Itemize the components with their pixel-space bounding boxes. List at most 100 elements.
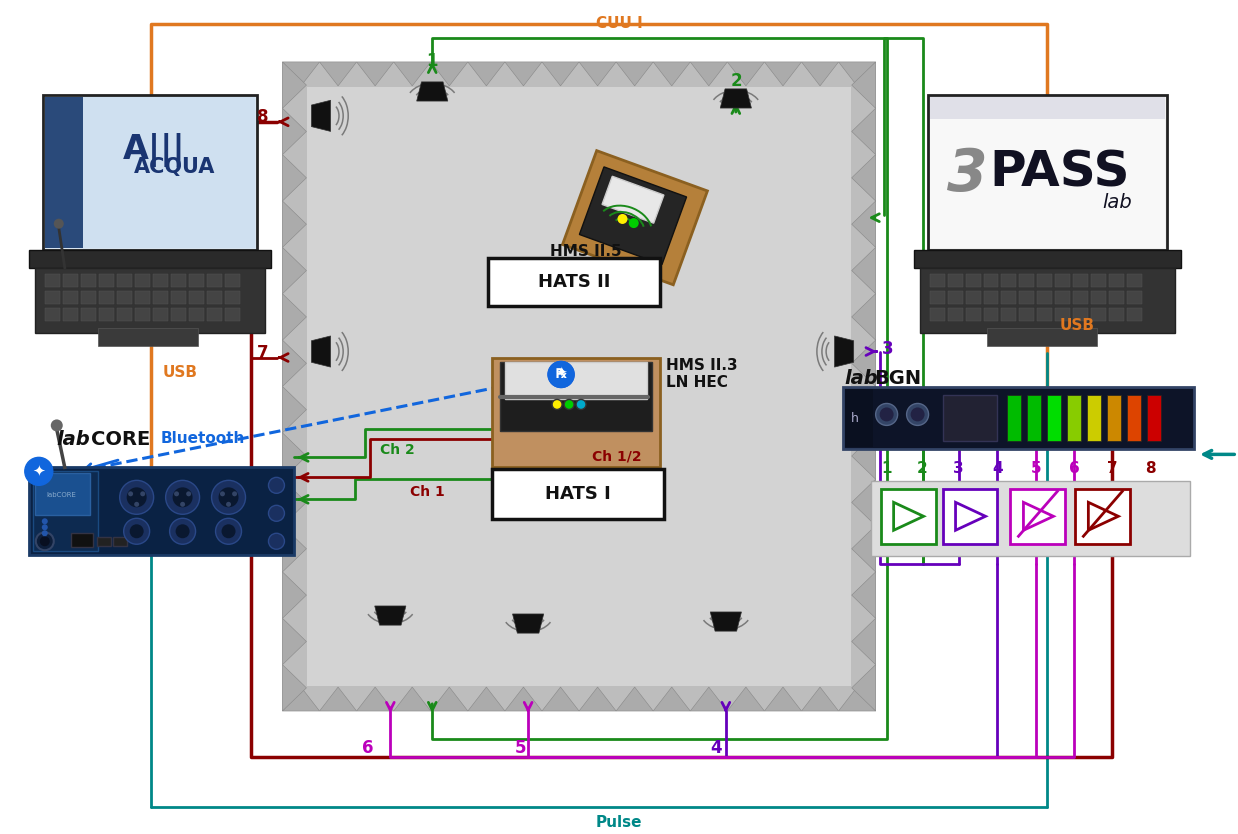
Circle shape bbox=[170, 518, 196, 545]
Bar bbox=[1109, 290, 1124, 304]
Bar bbox=[1047, 395, 1061, 441]
Polygon shape bbox=[375, 606, 406, 626]
Bar bbox=[1092, 290, 1107, 304]
Polygon shape bbox=[282, 572, 307, 618]
Polygon shape bbox=[562, 151, 707, 284]
Polygon shape bbox=[852, 525, 875, 572]
Bar bbox=[1056, 308, 1071, 320]
Bar bbox=[930, 290, 945, 304]
Polygon shape bbox=[764, 62, 801, 86]
Bar bbox=[1019, 274, 1035, 287]
Bar bbox=[116, 308, 131, 320]
Polygon shape bbox=[468, 62, 505, 86]
Bar bbox=[983, 274, 999, 287]
Polygon shape bbox=[505, 687, 542, 711]
Bar bbox=[988, 328, 1097, 345]
Text: 8: 8 bbox=[1145, 461, 1155, 476]
Circle shape bbox=[134, 502, 139, 507]
Text: 1: 1 bbox=[427, 52, 438, 70]
Bar bbox=[942, 490, 998, 545]
Circle shape bbox=[130, 525, 144, 538]
Circle shape bbox=[42, 530, 48, 536]
Bar bbox=[1056, 290, 1071, 304]
Text: 3: 3 bbox=[881, 339, 894, 358]
Polygon shape bbox=[852, 480, 875, 525]
Bar bbox=[1002, 290, 1016, 304]
Bar bbox=[1028, 395, 1041, 441]
Text: ✦: ✦ bbox=[556, 366, 567, 380]
Polygon shape bbox=[282, 62, 319, 86]
Text: Ch 2: Ch 2 bbox=[380, 444, 415, 457]
Bar bbox=[224, 274, 239, 287]
Bar bbox=[1010, 490, 1066, 545]
Bar bbox=[1107, 395, 1122, 441]
Polygon shape bbox=[711, 612, 742, 631]
Bar bbox=[99, 308, 114, 320]
Polygon shape bbox=[691, 62, 728, 86]
Text: A|||: A||| bbox=[123, 133, 186, 167]
Polygon shape bbox=[431, 687, 468, 711]
Text: ✦: ✦ bbox=[32, 464, 45, 479]
Text: Bluetooth: Bluetooth bbox=[161, 431, 245, 446]
Bar bbox=[188, 290, 203, 304]
Bar bbox=[63, 308, 78, 320]
Text: Pulse: Pulse bbox=[595, 815, 643, 830]
Polygon shape bbox=[852, 665, 875, 711]
Circle shape bbox=[212, 480, 245, 515]
Circle shape bbox=[36, 532, 53, 550]
Bar bbox=[1002, 308, 1016, 320]
Circle shape bbox=[576, 399, 586, 409]
Circle shape bbox=[51, 420, 63, 431]
Polygon shape bbox=[617, 687, 654, 711]
Polygon shape bbox=[617, 62, 654, 86]
Bar bbox=[1067, 395, 1081, 441]
Bar bbox=[930, 97, 1165, 118]
Polygon shape bbox=[282, 108, 307, 154]
Bar bbox=[224, 290, 239, 304]
Circle shape bbox=[120, 480, 154, 515]
Polygon shape bbox=[282, 340, 307, 386]
Circle shape bbox=[124, 518, 150, 545]
Polygon shape bbox=[282, 433, 307, 480]
Bar bbox=[1087, 395, 1102, 441]
Circle shape bbox=[176, 525, 189, 538]
Polygon shape bbox=[357, 687, 394, 711]
Circle shape bbox=[548, 361, 574, 388]
Bar bbox=[207, 274, 222, 287]
Circle shape bbox=[219, 487, 239, 507]
Circle shape bbox=[166, 480, 199, 515]
Bar bbox=[966, 308, 980, 320]
Polygon shape bbox=[282, 618, 307, 665]
Polygon shape bbox=[282, 201, 307, 248]
Circle shape bbox=[128, 491, 134, 496]
Text: 2: 2 bbox=[917, 461, 928, 476]
Polygon shape bbox=[579, 62, 617, 86]
Bar bbox=[1073, 274, 1088, 287]
Polygon shape bbox=[852, 386, 875, 433]
Polygon shape bbox=[312, 100, 331, 132]
Text: 1: 1 bbox=[881, 461, 891, 476]
Polygon shape bbox=[852, 108, 875, 154]
Bar bbox=[493, 470, 664, 520]
Text: 5: 5 bbox=[515, 739, 526, 757]
Bar bbox=[113, 537, 126, 546]
Text: 8: 8 bbox=[256, 108, 269, 126]
Polygon shape bbox=[852, 201, 875, 248]
Polygon shape bbox=[691, 687, 728, 711]
Polygon shape bbox=[542, 687, 579, 711]
Circle shape bbox=[232, 491, 238, 496]
Bar bbox=[63, 290, 78, 304]
Bar bbox=[942, 395, 998, 441]
Bar bbox=[966, 274, 980, 287]
Circle shape bbox=[552, 399, 562, 409]
Text: ACQUA: ACQUA bbox=[134, 157, 215, 177]
Circle shape bbox=[906, 404, 928, 425]
Polygon shape bbox=[282, 248, 307, 294]
Bar bbox=[947, 274, 962, 287]
Circle shape bbox=[175, 491, 180, 496]
Polygon shape bbox=[282, 154, 307, 201]
Bar bbox=[171, 274, 186, 287]
Bar bbox=[1128, 274, 1143, 287]
Text: CUU I: CUU I bbox=[595, 16, 643, 31]
Polygon shape bbox=[852, 248, 875, 294]
